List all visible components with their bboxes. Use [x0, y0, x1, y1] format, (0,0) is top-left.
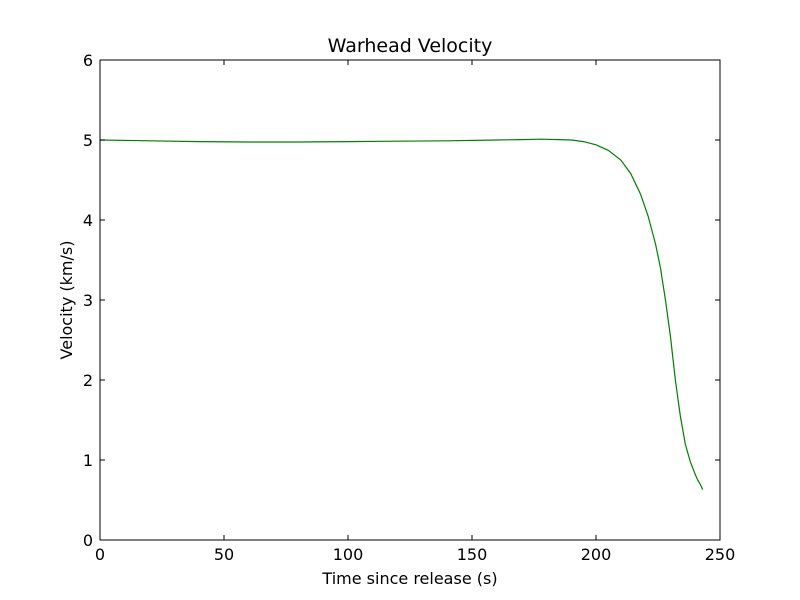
y-tick-label: 5	[83, 131, 93, 150]
x-tick-label: 100	[333, 545, 364, 564]
y-tick-label: 2	[83, 371, 93, 390]
y-tick-label: 0	[83, 531, 93, 550]
x-tick-label: 150	[457, 545, 488, 564]
x-axis-label: Time since release (s)	[321, 569, 497, 588]
axis-ticks: 0 50 100 150 200 250 0 1 2 3 4 5 6	[83, 51, 735, 564]
y-tick-label: 4	[83, 211, 93, 230]
plot-frame	[99, 59, 721, 541]
y-axis-label: Velocity (km/s)	[57, 241, 76, 360]
plot-area	[99, 138, 704, 490]
x-tick-label: 50	[214, 545, 234, 564]
chart-title: Warhead Velocity	[328, 35, 493, 57]
y-tick-label: 3	[83, 291, 93, 310]
x-tick-label: 250	[705, 545, 736, 564]
y-tick-label: 1	[83, 451, 93, 470]
x-tick-label: 200	[581, 545, 612, 564]
x-tick-label: 0	[95, 545, 105, 564]
y-tick-label: 6	[83, 51, 93, 70]
series-line-0	[99, 138, 704, 490]
